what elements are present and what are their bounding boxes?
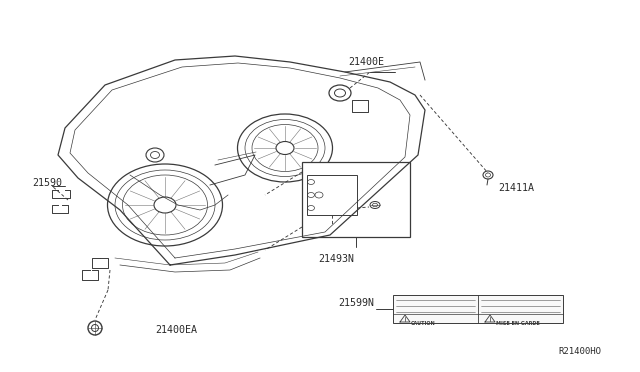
Text: 21400E: 21400E — [348, 57, 384, 67]
Bar — [393, 295, 563, 323]
Text: 21590: 21590 — [32, 178, 62, 188]
Text: CAUTION: CAUTION — [411, 321, 436, 326]
Text: MISE EN GARDE: MISE EN GARDE — [496, 321, 540, 326]
Bar — [307, 175, 357, 215]
Text: 21599N: 21599N — [338, 298, 374, 308]
Bar — [302, 162, 410, 237]
Text: R21400HO: R21400HO — [558, 347, 601, 356]
Text: 21400EA: 21400EA — [155, 325, 197, 335]
Text: 21493N: 21493N — [318, 254, 354, 264]
Text: 21411A: 21411A — [498, 183, 534, 193]
